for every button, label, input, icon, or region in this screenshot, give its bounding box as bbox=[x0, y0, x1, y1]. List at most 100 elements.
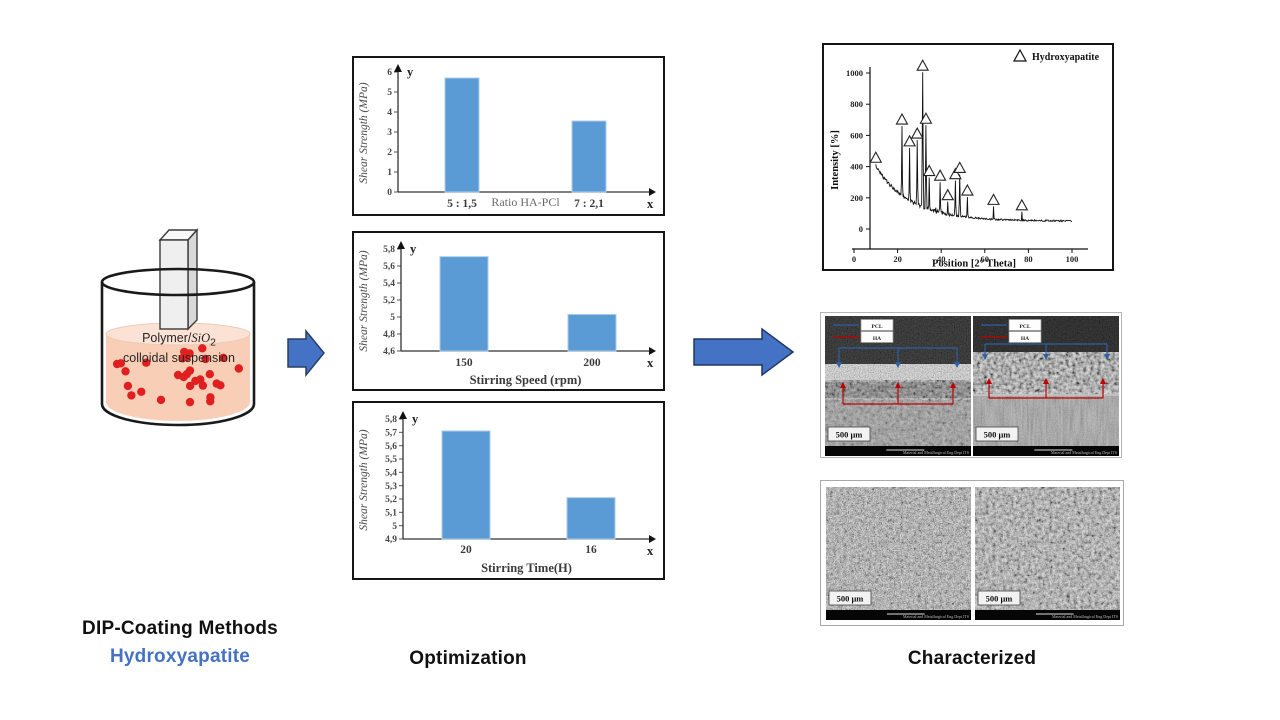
arrowhead-down-icon bbox=[954, 362, 960, 368]
y-tick-label: 6 bbox=[387, 68, 392, 78]
bar bbox=[566, 497, 616, 540]
sem-cross-section-panel: PCL HA 500 μm Material and Metallurgical En… bbox=[820, 312, 1122, 458]
x-tick-label: 80 bbox=[1024, 254, 1033, 264]
bar-category-label: 150 bbox=[455, 357, 473, 369]
legend-label-pcl: PCL bbox=[1020, 324, 1031, 330]
glass-rim bbox=[100, 267, 256, 297]
y-tick-label: 4,8 bbox=[383, 330, 395, 340]
strip-footer-text: Material and Metallurgical Eng Dept ITS bbox=[1052, 614, 1118, 619]
peak-triangle-icon bbox=[903, 134, 917, 147]
x-tick-label: 40 bbox=[937, 254, 946, 264]
scale-label: 500 μm bbox=[837, 594, 864, 604]
legend-box bbox=[860, 331, 894, 343]
x-axis-arrowhead-icon bbox=[649, 188, 656, 196]
bar bbox=[441, 430, 491, 540]
scale-label-box bbox=[977, 590, 1021, 606]
y-tick-label: 600 bbox=[850, 130, 863, 140]
y-axis-arrowhead-icon bbox=[394, 64, 402, 72]
caption-line2: colloidal suspension bbox=[123, 351, 235, 366]
y-tick-label: 5,2 bbox=[383, 296, 395, 306]
x-axis-arrowhead-icon bbox=[649, 347, 656, 355]
sem-info-strip bbox=[975, 610, 1120, 620]
y-axis-title: Intensity [%] bbox=[830, 130, 841, 190]
legend-box bbox=[1008, 319, 1042, 331]
chart-time: 4,9 5 5,1 5,2 5,3 5,4 5,5 5,6 5,7 5,8 y x 20 16 Stirri… bbox=[358, 411, 656, 575]
colloid-dot bbox=[123, 381, 133, 391]
y-tick-label: 5,8 bbox=[385, 415, 397, 425]
y-tick-label: 2 bbox=[387, 148, 392, 158]
x-axis-letter: x bbox=[647, 544, 654, 558]
arrowhead-down-icon bbox=[895, 362, 901, 368]
right-arrow-icon bbox=[287, 328, 325, 378]
legend-label-ha: HA bbox=[1021, 336, 1029, 342]
y-tick-label: 1000 bbox=[846, 68, 863, 78]
y-tick-label: 5,4 bbox=[383, 279, 395, 289]
strip-footer-text: Material and Metallurgical Eng Dept ITS bbox=[903, 614, 969, 619]
legend-box bbox=[1008, 331, 1042, 343]
colloid-dot bbox=[137, 387, 146, 396]
colloid-dots bbox=[112, 344, 243, 407]
legend-triangle-icon bbox=[1012, 48, 1028, 62]
colloid-dot bbox=[116, 359, 126, 368]
peak-triangle-icon bbox=[953, 161, 967, 173]
y-axis-title: Shear Strength (MPa) bbox=[358, 250, 370, 351]
sem-cross-image-right: PCL HA 500 μm Material and Metallurgical En… bbox=[973, 316, 1119, 456]
arrowhead-up-icon bbox=[1100, 378, 1106, 384]
y-tick-label: 5,8 bbox=[383, 245, 395, 255]
chart-time-box: 4,9 5 5,1 5,2 5,3 5,4 5,5 5,6 5,7 5,8 y x 20 16 Stirri… bbox=[352, 401, 665, 580]
scale-label-box bbox=[828, 590, 872, 606]
caption-prefix: Polymer/ bbox=[142, 331, 192, 345]
scale-label-box bbox=[827, 426, 871, 442]
chart-ratio: 0 1 2 3 4 5 6 y x 5 : 1,5 7 : 2,1 Ratio HA-PCl Shear… bbox=[358, 64, 656, 211]
y-tick-label: 5,3 bbox=[385, 482, 397, 492]
y-axis-arrowhead-icon bbox=[399, 411, 407, 419]
colloid-dot bbox=[198, 344, 207, 353]
xrd-panel: 0 20 40 60 80 100 0 200 400 600 800 1000 Position [2… bbox=[822, 43, 1114, 271]
bar-category-label: 20 bbox=[460, 544, 472, 556]
arrowhead-down-icon bbox=[1043, 354, 1049, 360]
colloid-dot bbox=[185, 381, 195, 391]
peak-triangle-icon bbox=[869, 151, 883, 163]
beaker-illustration bbox=[100, 228, 256, 427]
arrowhead-down-icon bbox=[836, 362, 842, 368]
y-tick-label: 5,1 bbox=[385, 509, 397, 519]
scale-label: 500 μm bbox=[836, 430, 863, 440]
colloid-dot bbox=[156, 395, 166, 405]
y-axis-letter: y bbox=[407, 65, 414, 79]
sem-info-strip bbox=[826, 610, 971, 620]
y-tick-label: 5,4 bbox=[385, 469, 397, 479]
arrowhead-up-icon bbox=[1043, 378, 1049, 384]
rod-front-face bbox=[159, 239, 189, 330]
arrowhead-up-icon bbox=[986, 378, 992, 384]
arrowhead-down-icon bbox=[1104, 354, 1110, 360]
peak-triangle-icon bbox=[922, 164, 936, 177]
substrate-rod bbox=[158, 228, 199, 331]
colloid-dot bbox=[182, 369, 192, 379]
colloid-dot bbox=[219, 353, 228, 362]
colloid-dot bbox=[205, 370, 214, 379]
dip-coating-title: DIP-Coating Methods bbox=[82, 618, 278, 639]
colloid-dot bbox=[201, 354, 210, 364]
peak-triangle-icon bbox=[916, 59, 930, 71]
y-tick-label: 4,9 bbox=[385, 535, 397, 545]
y-tick-label: 1 bbox=[387, 168, 392, 178]
caption-formula-sub: 2 bbox=[210, 337, 216, 349]
chart-speed-box: 4,6 4,8 5 5,2 5,4 5,6 5,8 y x 150 200 Stirring Spee… bbox=[352, 231, 665, 391]
arrowhead-up-icon bbox=[950, 382, 956, 388]
y-tick-label: 800 bbox=[850, 99, 863, 109]
scale-label: 500 μm bbox=[986, 594, 1013, 604]
strip-footer-text: Material and Metallurgical Eng Dept ITS bbox=[1051, 450, 1117, 455]
sem-surface-image-right: 500 μm Material and Metallurgical Eng Dep… bbox=[975, 487, 1120, 620]
x-tick-label: 0 bbox=[852, 254, 856, 264]
x-tick-label: 60 bbox=[981, 254, 990, 264]
legend-label-pcl: PCL bbox=[872, 324, 883, 330]
x-axis-letter: x bbox=[647, 197, 654, 211]
x-axis-letter: x bbox=[647, 356, 654, 370]
beaker-glass bbox=[100, 267, 256, 427]
arrowhead-up-icon bbox=[895, 382, 901, 388]
y-tick-label: 400 bbox=[850, 162, 863, 172]
x-axis-title: Ratio HA-PCl bbox=[491, 195, 560, 209]
peak-triangle-icon bbox=[910, 126, 924, 139]
